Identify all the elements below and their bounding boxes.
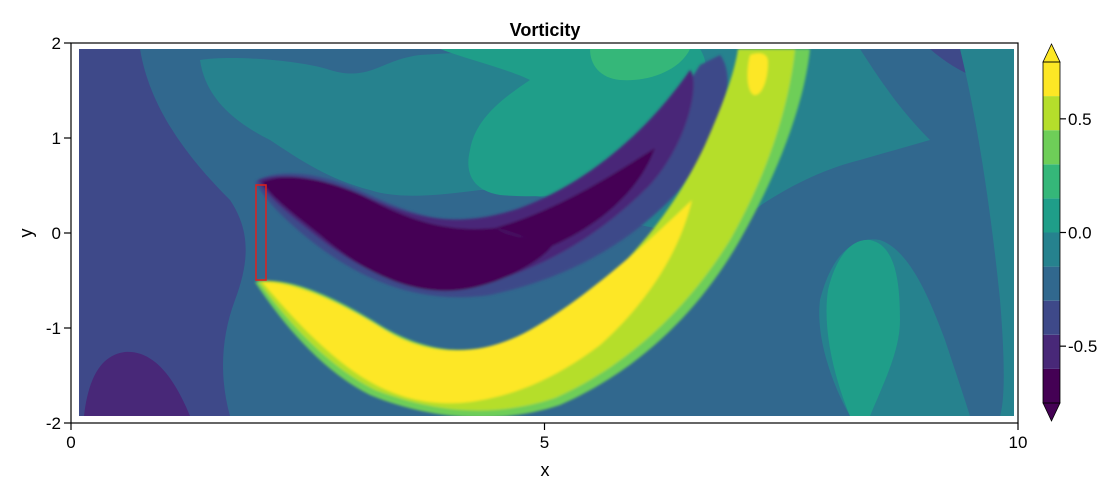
x-axis-title: x <box>541 460 550 480</box>
bottom-left-low-region <box>84 351 190 416</box>
colorbar-band <box>1043 62 1060 97</box>
colorbar-band <box>1043 164 1060 199</box>
y-axis: 2 1 0 -1 -2 <box>46 34 71 433</box>
colorbar-band <box>1043 334 1060 369</box>
colorbar-band <box>1043 130 1060 165</box>
upper-green-lobe <box>590 49 690 81</box>
x-axis: 0 5 10 <box>66 423 1027 452</box>
y-tick-label: 2 <box>52 34 61 53</box>
chart-title: Vorticity <box>510 20 581 40</box>
colorbar-tick-label: 0.5 <box>1068 110 1092 129</box>
colorbar-band <box>1043 198 1060 233</box>
x-tick-label: 10 <box>1009 433 1028 452</box>
left-low-region <box>79 49 246 416</box>
colorbar: 0.5 0.0 -0.5 <box>1042 43 1097 422</box>
x-tick-label: 0 <box>66 433 75 452</box>
positive-vortex <box>255 49 810 416</box>
negative-vortex <box>255 55 728 298</box>
colorbar-band <box>1043 266 1060 301</box>
colorbar-band <box>1043 232 1060 267</box>
colorbar-extend-min <box>1042 402 1061 422</box>
vorticity-field <box>79 49 1014 416</box>
colorbar-tick-label: -0.5 <box>1068 337 1097 356</box>
y-tick-label: -2 <box>46 414 61 433</box>
right-teal-region <box>826 239 900 416</box>
x-tick-label: 5 <box>540 433 549 452</box>
y-axis-title: y <box>16 229 36 238</box>
colorbar-band <box>1043 368 1060 403</box>
colorbar-extend-max <box>1042 43 1061 63</box>
right-edge-band <box>960 49 1014 416</box>
y-tick-label: 0 <box>52 224 61 243</box>
y-tick-label: 1 <box>52 129 61 148</box>
colorbar-band <box>1043 300 1060 335</box>
colorbar-band <box>1043 96 1060 131</box>
colorbar-tick-label: 0.0 <box>1068 224 1092 243</box>
cylinder-body <box>255 184 267 281</box>
y-tick-label: -1 <box>46 319 61 338</box>
